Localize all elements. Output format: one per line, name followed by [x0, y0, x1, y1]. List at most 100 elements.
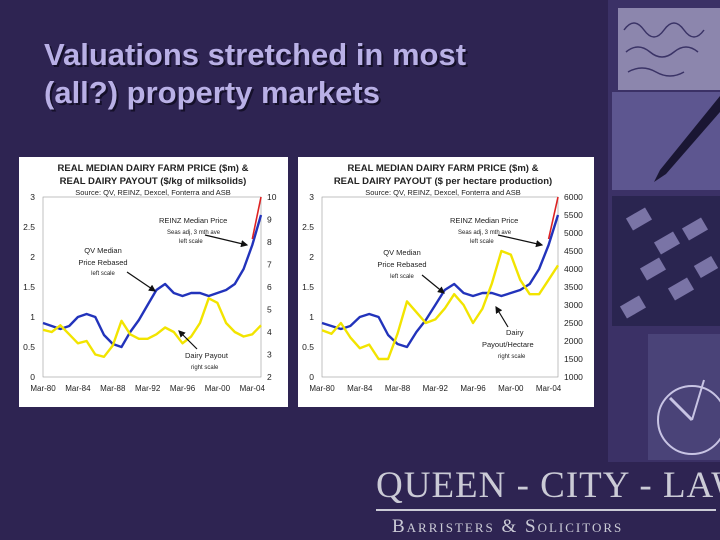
left-tick-label: 2.5 — [302, 222, 314, 232]
right-tick-label: 1000 — [564, 372, 583, 382]
left-tick-label: 0 — [30, 372, 35, 382]
right-tick-label: 3 — [267, 350, 272, 360]
right-axis-ticks: 2 3 4 5 6 7 8 9 10 — [267, 192, 277, 382]
series-line-dairy-payout-hectare — [321, 249, 560, 361]
left-tick-label: 2.5 — [23, 222, 35, 232]
right-tick-label: 4000 — [564, 264, 583, 274]
annotation-qv: QV Median — [84, 246, 122, 255]
annotation-reinz-note2: left scale — [470, 239, 494, 245]
chart-source: Source: QV, REINZ, Dexcel, Fonterra and … — [75, 188, 231, 197]
left-axis-ticks: 0 0.5 1 1.5 2 2.5 3 — [302, 192, 314, 382]
annotation-qv-note: left scale — [390, 274, 414, 280]
x-tick-label: Mar-00 — [498, 384, 524, 393]
annotation-reinz-note2: left scale — [179, 239, 203, 245]
right-tick-label: 3000 — [564, 300, 583, 310]
x-tick-label: Mar-92 — [135, 384, 161, 393]
x-tick-label: Mar-80 — [309, 384, 335, 393]
logo-main-text: QUEEN - CITY - LAW — [376, 465, 720, 506]
annotation-qv: QV Median — [383, 248, 421, 257]
chart-title-line2: REAL DAIRY PAYOUT ($ per hectare product… — [334, 176, 552, 187]
annotation-reinz-note1: Seas adj, 3 mth ave — [167, 230, 221, 236]
chart-milksolids-svg: REAL MEDIAN DAIRY FARM PRICE ($m) & REAL… — [23, 163, 277, 393]
handwriting-scribble — [623, 22, 705, 77]
right-tick-label: 2000 — [564, 336, 583, 346]
series-group — [321, 196, 560, 361]
x-tick-label: Mar-04 — [240, 384, 266, 393]
x-tick-label: Mar-84 — [65, 384, 91, 393]
right-tick-label: 10 — [267, 192, 277, 202]
x-tick-label: Mar-80 — [30, 384, 56, 393]
plot-frame — [42, 196, 262, 378]
keyboard-keys — [619, 207, 719, 319]
series-line-reinz-median-price — [547, 196, 559, 240]
annotation-payout: Dairy — [506, 328, 524, 337]
clock-hand-minute — [691, 379, 705, 421]
x-tick-label: Mar-84 — [347, 384, 373, 393]
chart-per-hectare-svg: REAL MEDIAN DAIRY FARM PRICE ($m) & REAL… — [302, 163, 583, 393]
chart-title-line2: REAL DAIRY PAYOUT ($/kg of milksolids) — [60, 176, 247, 187]
right-tick-label: 5500 — [564, 210, 583, 220]
series-line-qv-median-price-rebased — [42, 214, 263, 349]
plot-frame — [321, 196, 559, 378]
right-tick-label: 9 — [267, 215, 272, 225]
clock-image — [648, 334, 720, 460]
annotation-qv-line2: Price Rebased — [377, 260, 426, 269]
left-tick-label: 1 — [309, 312, 314, 322]
right-tick-label: 1500 — [564, 354, 583, 364]
annotation-reinz: REINZ Median Price — [159, 216, 227, 225]
annotation-reinz: REINZ Median Price — [450, 216, 518, 225]
series-line-reinz-median-price — [251, 196, 262, 240]
x-tick-label: Mar-88 — [100, 384, 126, 393]
clock-hand — [668, 396, 694, 422]
slide-title-line2: (all?) property markets — [44, 75, 380, 110]
series-line-qv-median-price-rebased — [321, 214, 560, 349]
chart-title-line1: REAL MEDIAN DAIRY FARM PRICE ($m) & — [348, 163, 539, 174]
left-tick-label: 2 — [30, 252, 35, 262]
annotation-qv-note: left scale — [91, 271, 115, 277]
right-tick-label: 6000 — [564, 192, 583, 202]
right-tick-label: 8 — [267, 237, 272, 247]
series-group — [42, 196, 263, 358]
x-tick-label: Mar-96 — [170, 384, 196, 393]
left-tick-label: 2 — [309, 252, 314, 262]
pen-image — [612, 92, 720, 190]
annotation-payout-arrow — [495, 305, 509, 328]
left-axis-ticks: 0 0.5 1 1.5 2 2.5 3 — [23, 192, 35, 382]
chart-per-hectare: REAL MEDIAN DAIRY FARM PRICE ($m) & REAL… — [298, 157, 594, 407]
right-axis-ticks: 1000 1500 2000 2500 3000 3500 4000 4500 5000 5500… — [564, 192, 583, 382]
x-tick-label: Mar-92 — [423, 384, 449, 393]
x-axis-ticks: Mar-80 Mar-84 Mar-88 Mar-92 Mar-96 Mar-00 Mar-… — [30, 384, 265, 393]
right-tick-label: 3500 — [564, 282, 583, 292]
right-tick-label: 4500 — [564, 246, 583, 256]
left-tick-label: 3 — [30, 192, 35, 202]
left-tick-label: 0.5 — [302, 342, 314, 352]
x-tick-label: Mar-88 — [385, 384, 411, 393]
left-tick-label: 3 — [309, 192, 314, 202]
left-tick-label: 1.5 — [302, 282, 314, 292]
annotation-qv-arrow — [126, 271, 156, 292]
left-tick-label: 1.5 — [23, 282, 35, 292]
handwritten-paper-image — [618, 8, 720, 90]
left-tick-label: 0 — [309, 372, 314, 382]
chart-milksolids: REAL MEDIAN DAIRY FARM PRICE ($m) & REAL… — [19, 157, 288, 407]
right-tick-label: 5 — [267, 305, 272, 315]
decorative-collage — [608, 0, 720, 462]
clock-icon — [657, 385, 720, 455]
annotation-reinz-arrow — [497, 234, 544, 248]
annotation-reinz-note1: Seas adj, 3 mth ave — [458, 230, 512, 236]
chart-source: Source: QV, REINZ, Dexcel, Fonterra and … — [365, 188, 521, 197]
left-tick-label: 1 — [30, 312, 35, 322]
annotation-payout: Dairy Payout — [185, 351, 229, 360]
right-tick-label: 2500 — [564, 318, 583, 328]
logo-divider — [376, 509, 716, 511]
x-tick-label: Mar-00 — [205, 384, 231, 393]
annotation-payout-note: right scale — [498, 354, 526, 360]
annotation-payout-arrow — [178, 330, 198, 350]
annotation-payout-line2: Payout/Hectare — [482, 340, 534, 349]
annotation-qv-line2: Price Rebased — [78, 258, 127, 267]
series-line-dairy-payout — [42, 297, 262, 358]
right-tick-label: 2 — [267, 372, 272, 382]
x-axis-ticks: Mar-80 Mar-84 Mar-88 Mar-92 Mar-96 Mar-00 Mar-… — [309, 384, 561, 393]
left-tick-label: 0.5 — [23, 342, 35, 352]
slide-title: Valuations stretched in most (all?) prop… — [44, 36, 584, 112]
